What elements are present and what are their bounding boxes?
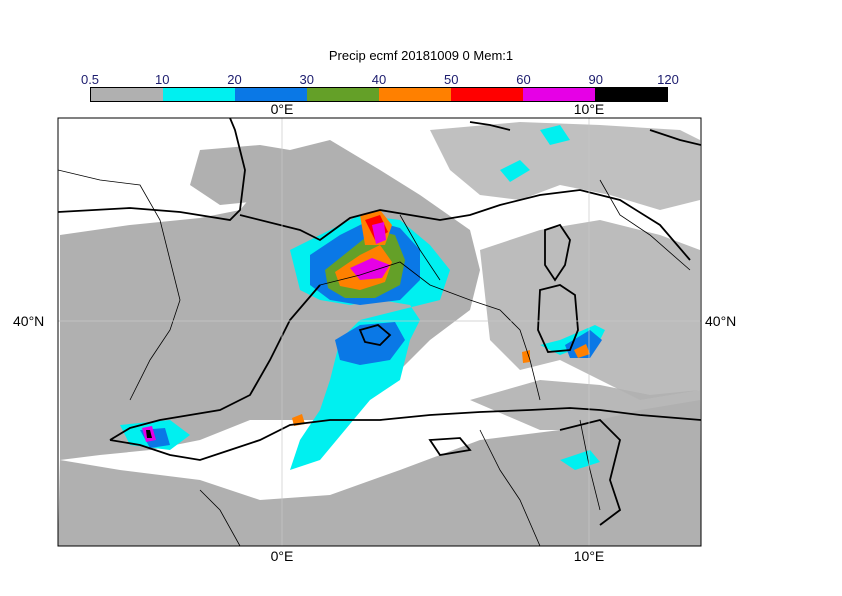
colorbar-tick-label: 50 xyxy=(444,72,459,87)
map-title: Precip ecmf 20181009 0 Mem:1 xyxy=(328,48,514,63)
colorbar xyxy=(90,87,668,102)
colorbar-segment xyxy=(379,88,451,101)
colorbar-tick-label: 120 xyxy=(657,72,679,87)
colorbar-segment xyxy=(451,88,523,101)
lon-label-top-10: 10°E xyxy=(573,101,605,117)
colorbar-segment xyxy=(235,88,307,101)
borders xyxy=(58,169,691,546)
graticule xyxy=(58,118,701,546)
colorbar-tick-label: 40 xyxy=(371,72,387,87)
lon-label-bottom-0: 0°E xyxy=(270,548,294,564)
colorbar-tick-label: 20 xyxy=(227,72,242,87)
colorbar-tick-label: 60 xyxy=(516,72,531,87)
lat-label-right: 40°N xyxy=(705,313,737,329)
colorbar-segment xyxy=(595,88,667,101)
coastlines xyxy=(58,118,701,526)
lon-label-bottom-10: 10°E xyxy=(573,548,605,564)
colorbar-segment xyxy=(91,88,163,101)
colorbar-tick-label: 10 xyxy=(155,72,170,87)
colorbar-tick-label: 30 xyxy=(299,72,314,87)
colorbar-tick-label: 90 xyxy=(588,72,603,87)
colorbar-segment xyxy=(523,88,595,101)
precip-field-core xyxy=(142,210,590,442)
colorbar-segment xyxy=(307,88,379,101)
lat-label-left: 40°N xyxy=(13,313,45,329)
colorbar-segment xyxy=(163,88,235,101)
colorbar-tick-label: 0.5 xyxy=(80,72,100,87)
map-frame xyxy=(57,117,702,547)
lon-label-top-0: 0°E xyxy=(270,101,294,117)
